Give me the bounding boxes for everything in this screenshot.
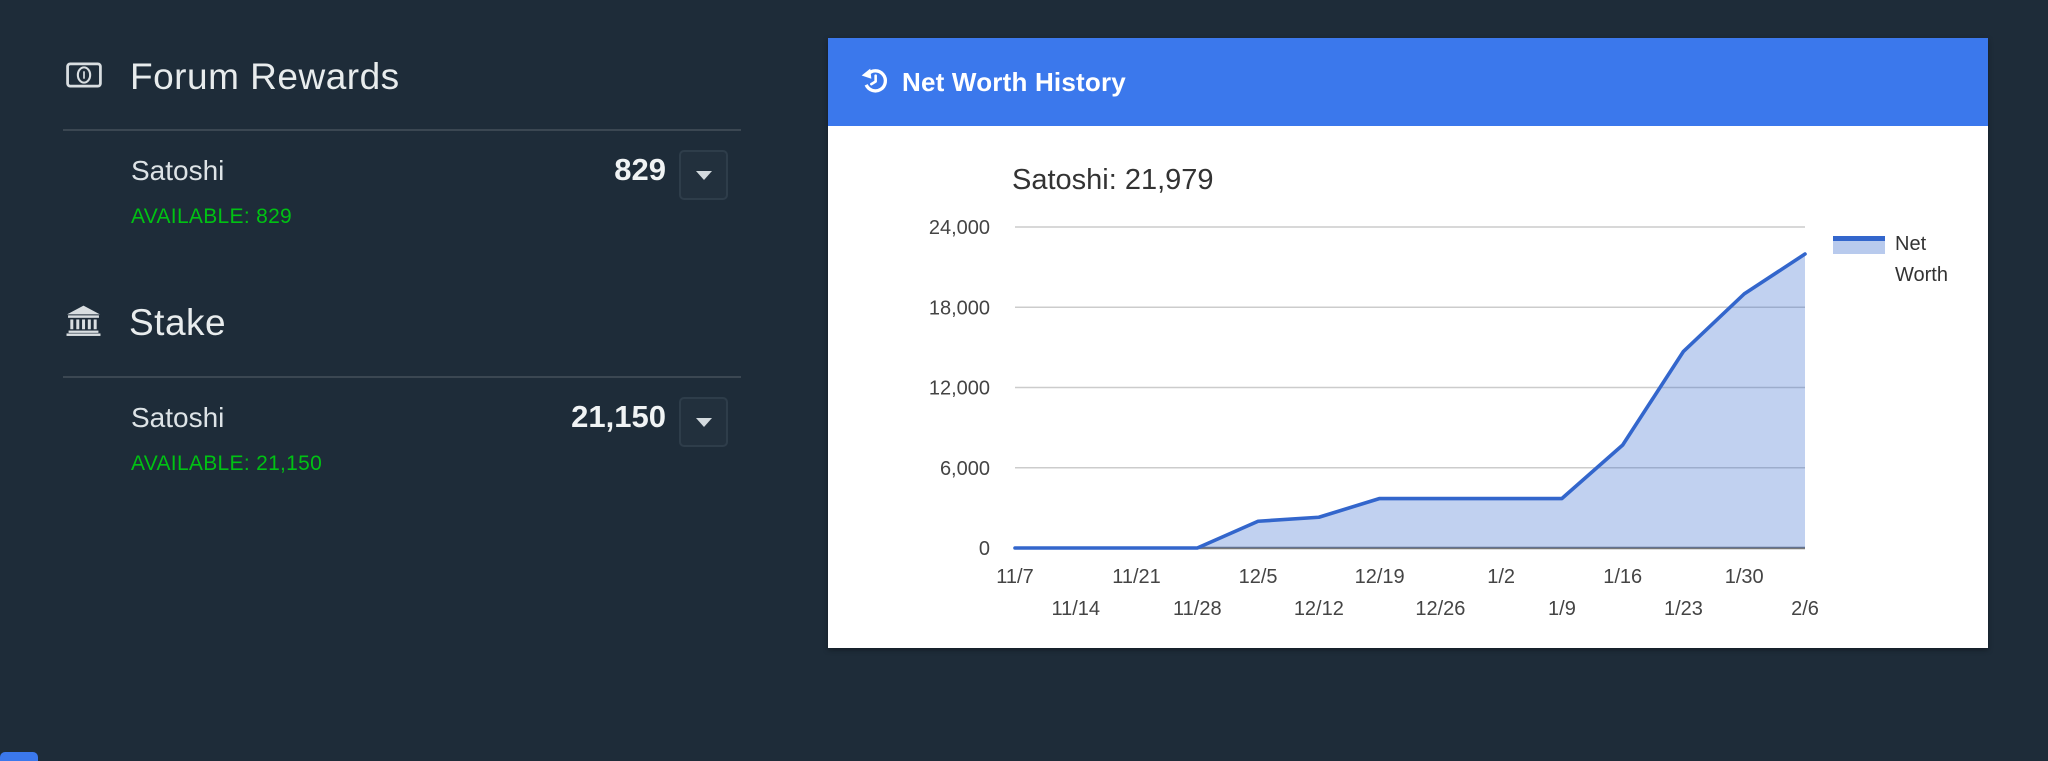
y-tick-label: 24,000 <box>929 217 990 239</box>
amount-dropdown-button[interactable] <box>679 397 728 447</box>
x-tick-label: 11/21 <box>1112 566 1161 588</box>
currency-label: Satoshi <box>131 402 225 433</box>
available-balance: AVAILABLE: 21,150 <box>131 452 323 475</box>
chart-area <box>1015 254 1805 548</box>
caret-down-icon <box>695 417 712 427</box>
net-worth-panel: Net Worth History Satoshi: 21,979 0 6,000 1… <box>828 38 1988 648</box>
legend-swatch-fill <box>1833 241 1885 254</box>
x-tick-label: 12/12 <box>1294 598 1344 620</box>
amount-dropdown-button[interactable] <box>679 150 728 200</box>
x-tick-label: 11/14 <box>1051 598 1100 620</box>
history-icon <box>861 66 889 99</box>
x-tick-label: 2/6 <box>1791 598 1819 620</box>
currency-label: Satoshi <box>131 155 225 186</box>
caret-down-icon <box>695 170 712 180</box>
legend-label: Worth <box>1895 264 1948 286</box>
legend-swatch-line <box>1833 236 1885 241</box>
legend-label: Net <box>1895 233 1927 255</box>
money-bill-icon <box>66 62 102 93</box>
section-title: Forum Rewards <box>130 56 400 97</box>
y-tick-label: 12,000 <box>929 378 990 400</box>
x-tick-label: 11/7 <box>996 566 1033 588</box>
forum-rewards-heading: Forum Rewards <box>66 56 400 98</box>
amount-value: 21,150 <box>571 399 666 434</box>
divider <box>63 129 741 131</box>
x-tick-label: 1/16 <box>1603 566 1642 588</box>
y-tick-label: 18,000 <box>929 297 990 319</box>
amount-value: 829 <box>614 152 666 187</box>
divider <box>63 376 741 378</box>
y-tick-label: 6,000 <box>940 458 990 480</box>
partial-panel-below <box>0 752 38 761</box>
y-tick-label: 0 <box>979 538 990 560</box>
stake-heading: Stake <box>66 302 226 344</box>
net-worth-panel-body: Satoshi: 21,979 0 6,000 12,000 18,000 24,000 1… <box>828 126 1988 648</box>
x-tick-label: 1/9 <box>1548 598 1576 620</box>
x-tick-label: 1/30 <box>1725 566 1764 588</box>
x-tick-label: 12/26 <box>1415 598 1465 620</box>
x-tick-label: 11/28 <box>1173 598 1222 620</box>
chart-line <box>1013 252 1807 550</box>
panel-title: Net Worth History <box>902 66 1126 97</box>
net-worth-chart: Satoshi: 21,979 0 6,000 12,000 18,000 24,000 1… <box>929 164 1948 620</box>
section-title: Stake <box>129 302 227 343</box>
net-worth-panel-header: Net Worth History <box>828 38 1988 126</box>
x-tick-label: 12/19 <box>1355 566 1405 588</box>
bank-icon <box>66 305 101 341</box>
available-balance: AVAILABLE: 829 <box>131 205 293 228</box>
x-tick-label: 12/5 <box>1239 566 1278 588</box>
x-tick-label: 1/2 <box>1487 566 1515 588</box>
chart-title: Satoshi: 21,979 <box>1012 164 1214 196</box>
x-tick-label: 1/23 <box>1664 598 1703 620</box>
